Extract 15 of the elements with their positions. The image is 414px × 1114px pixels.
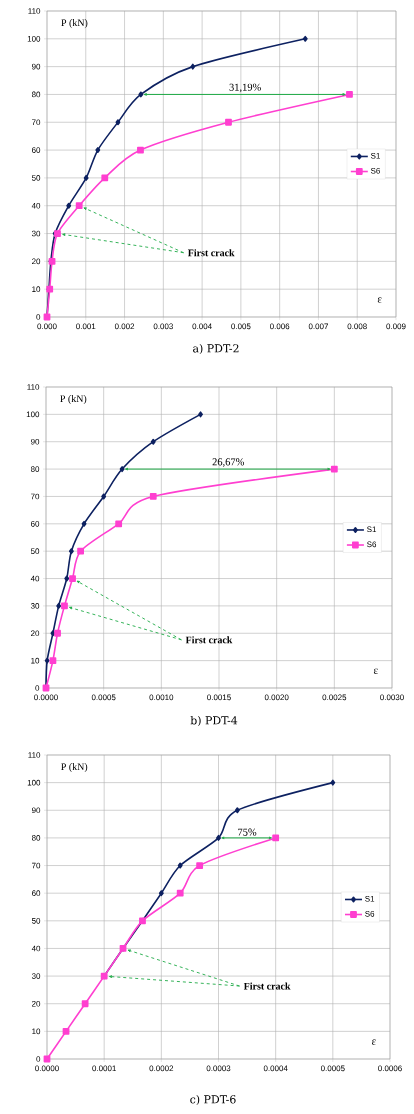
annotation: 75% [238,828,257,836]
y-axis-title: P (kN) [60,395,87,405]
annotation: First crack [185,636,233,644]
y-axis-title: P (kN) [61,19,88,29]
text: c) PDT-6 [190,1094,236,1106]
text: a) PDT-2 [193,343,239,354]
x-axis-title: ε [372,1039,376,1045]
x-axis-title: ε [373,668,378,674]
annotation: 26,67% [212,458,244,467]
x-axis-title: ε [377,297,382,303]
annotation: First crack [187,249,235,257]
text: b) PDT-4 [190,715,238,727]
y-axis-title: P (kN) [61,763,88,773]
annotation: First crack [243,982,291,990]
annotation: 31,19% [229,83,261,93]
